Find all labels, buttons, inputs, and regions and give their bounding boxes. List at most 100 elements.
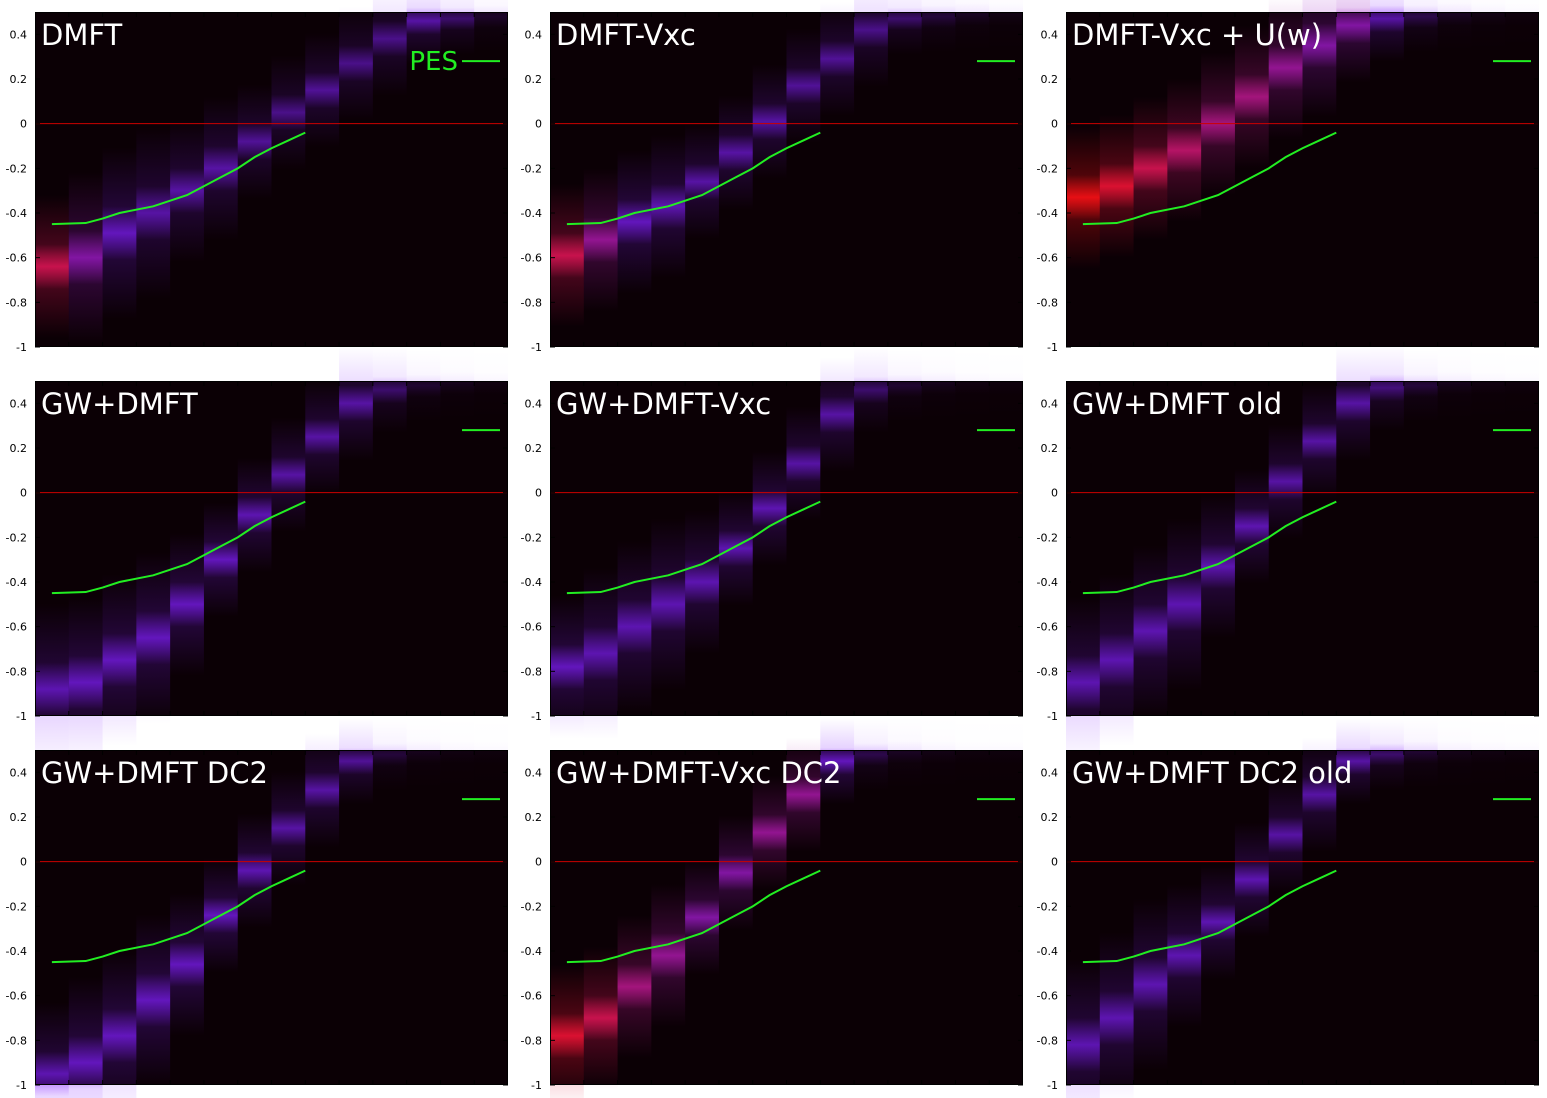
band-cell bbox=[921, 741, 956, 764]
band-cell bbox=[170, 168, 204, 213]
band-cell bbox=[1268, 463, 1303, 500]
heatmap-svg: -1 -0.8 -0.6 -0.4 -0.2 0 0.2 0.4 GW+DMFT DC2 old bbox=[1037, 716, 1539, 1098]
band-cell bbox=[305, 72, 340, 109]
y-tick-label: -1 bbox=[16, 710, 27, 723]
y-tick-label: 0.4 bbox=[1041, 28, 1059, 41]
band-cell bbox=[136, 973, 171, 1027]
y-tick-label: 0.4 bbox=[525, 766, 543, 779]
band-cell bbox=[955, 741, 990, 764]
y-tick-label: -0.6 bbox=[521, 990, 542, 1003]
band-cell bbox=[271, 94, 306, 131]
band-cell bbox=[1133, 604, 1168, 658]
band-cell bbox=[752, 814, 787, 851]
chart-panel: -1 -0.8 -0.6 -0.4 -0.2 0 0.2 0.4 GW+DMFT-Vxc DC2 bbox=[521, 716, 1023, 1098]
y-tick-label: -0.2 bbox=[6, 162, 27, 175]
band-cell bbox=[583, 626, 618, 681]
band-cell bbox=[989, 3, 1023, 26]
band-cell bbox=[1437, 3, 1472, 26]
band-cell bbox=[718, 134, 753, 171]
band-cell bbox=[887, 374, 922, 397]
band-cell bbox=[1066, 655, 1100, 710]
band-cell bbox=[102, 633, 137, 687]
y-tick-label: -0.6 bbox=[1037, 252, 1058, 265]
y-tick-label: -0.4 bbox=[521, 945, 542, 958]
band-cell bbox=[440, 7, 475, 30]
y-tick-label: -0.4 bbox=[1037, 207, 1058, 220]
band-cell bbox=[1437, 372, 1472, 395]
band-cell bbox=[921, 5, 956, 28]
y-tick-label: -1 bbox=[531, 1079, 542, 1092]
y-tick-label: -0.8 bbox=[1037, 296, 1058, 309]
y-tick-label: -0.8 bbox=[1037, 1034, 1058, 1047]
y-tick-label: -1 bbox=[1047, 1079, 1058, 1092]
y-tick-label: -0.6 bbox=[6, 252, 27, 265]
chart-panel: -1 -0.8 -0.6 -0.4 -0.2 0 0.2 0.4 GW+DMFT-Vxc bbox=[521, 347, 1023, 740]
pes-curve bbox=[566, 500, 821, 595]
band-cell bbox=[685, 163, 719, 200]
band-cell bbox=[550, 233, 584, 278]
band-cell bbox=[339, 385, 373, 422]
band-cell bbox=[237, 497, 272, 533]
y-tick-label: -0.8 bbox=[521, 665, 542, 678]
pes-curve bbox=[51, 869, 306, 964]
heatmap-svg: PES -1 -0.8 -0.6 -0.4 -0.2 0 0.2 0.4 DMFT bbox=[6, 0, 508, 354]
band-cell bbox=[1099, 633, 1134, 687]
y-tick-label: -1 bbox=[531, 710, 542, 723]
band-cell bbox=[989, 741, 1023, 764]
y-tick-label: -0.4 bbox=[6, 207, 27, 220]
chart-panel: -1 -0.8 -0.6 -0.4 -0.2 0 0.2 0.4 GW+DMFT bbox=[6, 346, 508, 775]
band-cell bbox=[305, 772, 340, 809]
band-cell bbox=[68, 230, 103, 285]
band-cell bbox=[1268, 817, 1303, 853]
band-cell bbox=[1505, 741, 1539, 764]
band-cell bbox=[1234, 861, 1269, 898]
y-tick-label: -0.8 bbox=[1037, 665, 1058, 678]
band-cell bbox=[1403, 5, 1438, 28]
heatmap-svg: -1 -0.8 -0.6 -0.4 -0.2 0 0.2 0.4 GW+DMFT DC2 bbox=[6, 716, 508, 1098]
band-cell bbox=[718, 854, 753, 891]
y-tick-label: 0.4 bbox=[10, 397, 28, 410]
band-cell bbox=[170, 942, 204, 987]
band-cell bbox=[406, 374, 441, 397]
band-cell bbox=[617, 199, 652, 245]
chart-panel: -1 -0.8 -0.6 -0.4 -0.2 0 0.2 0.4 GW+DMFT DC2 bbox=[6, 716, 508, 1098]
band-cell bbox=[68, 1035, 103, 1090]
band-cell bbox=[685, 899, 719, 936]
band-cell bbox=[1234, 508, 1269, 545]
band-cell bbox=[406, 741, 441, 764]
band-cell bbox=[718, 530, 753, 567]
y-tick-label: -1 bbox=[16, 341, 27, 354]
y-tick-label: -0.4 bbox=[6, 576, 27, 589]
band-cell bbox=[1505, 3, 1539, 26]
band-cell bbox=[1370, 5, 1404, 33]
y-tick-label: -0.8 bbox=[521, 1034, 542, 1047]
band-cell bbox=[136, 611, 171, 665]
y-tick-label: -0.4 bbox=[6, 945, 27, 958]
y-tick-label: 0.2 bbox=[1041, 73, 1059, 86]
band-cell bbox=[1336, 7, 1371, 44]
y-tick-label: 0 bbox=[1051, 856, 1058, 869]
band-cell bbox=[372, 743, 407, 766]
band-cell bbox=[1167, 128, 1202, 173]
y-tick-label: 0.2 bbox=[1041, 811, 1059, 824]
chart-panel: PES -1 -0.8 -0.6 -0.4 -0.2 0 0.2 0.4 DMFT bbox=[6, 0, 508, 354]
y-tick-label: -1 bbox=[1047, 341, 1058, 354]
y-tick-label: 0 bbox=[535, 487, 542, 500]
y-tick-label: -0.6 bbox=[1037, 990, 1058, 1003]
y-tick-label: 0.2 bbox=[10, 442, 28, 455]
band-cell bbox=[440, 741, 475, 764]
band-cell bbox=[474, 741, 508, 764]
panel-title: DMFT bbox=[41, 18, 123, 52]
chart-panel: -1 -0.8 -0.6 -0.4 -0.2 0 0.2 0.4 DMFT-Vxc bbox=[521, 0, 1023, 354]
y-tick-label: -1 bbox=[16, 1079, 27, 1092]
y-tick-label: -0.4 bbox=[1037, 576, 1058, 589]
band-cell bbox=[854, 376, 888, 404]
y-tick-label: 0.4 bbox=[10, 766, 28, 779]
panel-title: GW+DMFT-Vxc DC2 bbox=[556, 756, 841, 790]
band-cell bbox=[820, 747, 855, 775]
band-cell bbox=[1099, 991, 1134, 1045]
band-cell bbox=[1471, 372, 1506, 395]
y-tick-label: -0.8 bbox=[6, 1034, 27, 1047]
y-tick-label: -0.2 bbox=[521, 900, 542, 913]
band-cell bbox=[617, 599, 652, 654]
